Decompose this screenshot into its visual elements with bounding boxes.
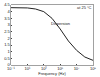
svg-text:0: 0 — [7, 62, 10, 67]
svg-text:2.5: 2.5 — [4, 29, 10, 34]
svg-text:1: 1 — [7, 49, 10, 54]
svg-text:0.5: 0.5 — [4, 56, 10, 61]
svg-text:10⁵: 10⁵ — [57, 66, 63, 71]
svg-text:3.5: 3.5 — [4, 16, 10, 21]
svg-text:10⁹: 10⁹ — [90, 66, 96, 71]
svg-text:10⁷: 10⁷ — [74, 66, 80, 71]
svg-text:10⁻¹: 10⁻¹ — [7, 66, 16, 71]
svg-text:10¹: 10¹ — [25, 66, 31, 71]
svg-text:4: 4 — [7, 9, 10, 14]
svg-text:3: 3 — [7, 22, 10, 27]
svg-text:Dispersion: Dispersion — [51, 21, 70, 26]
svg-text:2: 2 — [7, 36, 10, 41]
svg-text:10³: 10³ — [41, 66, 47, 71]
svg-text:4.5: 4.5 — [4, 2, 10, 7]
svg-text:Frequency (Hz): Frequency (Hz) — [38, 71, 66, 76]
svg-text:at 25 °C: at 25 °C — [77, 5, 92, 10]
svg-text:1.5: 1.5 — [4, 42, 10, 47]
